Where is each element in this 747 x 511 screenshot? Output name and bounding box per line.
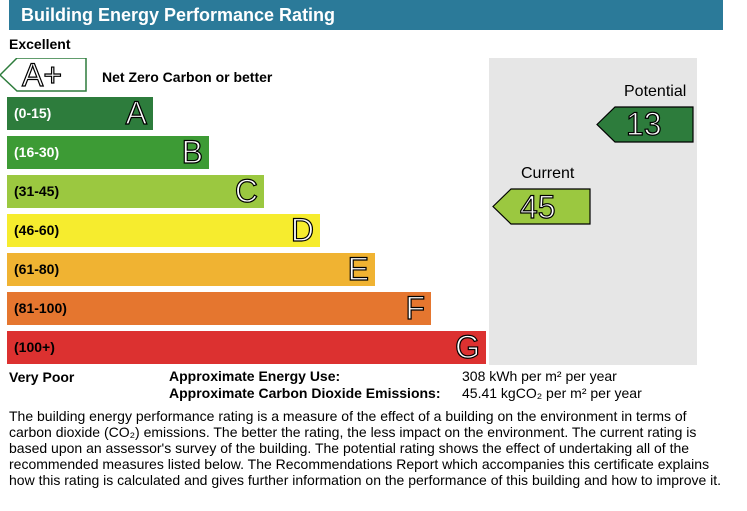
band-f-letter: F — [405, 290, 426, 326]
very-poor-label: Very Poor — [9, 369, 75, 385]
band-e-letter: E — [347, 251, 370, 287]
potential-label: Potential — [624, 83, 687, 100]
co2-label: Approximate Carbon Dioxide Emissions: — [169, 385, 441, 401]
band-c: (31-45) C — [7, 173, 264, 209]
aplus-band — [0, 58, 87, 92]
co2-value: 45.41 kgCO₂ per m² per year — [462, 385, 642, 401]
band-e: (61-80) E — [7, 251, 375, 287]
description-paragraph: The building energy performance rating i… — [9, 408, 722, 489]
band-d: (46-60) D — [7, 212, 320, 248]
energy-use-label: Approximate Energy Use: — [169, 368, 341, 384]
band-f-range: (81-100) — [14, 300, 67, 316]
excellent-label: Excellent — [9, 36, 71, 52]
potential-arrow — [596, 106, 694, 143]
current-value: 45 — [519, 189, 556, 225]
potential-value: 13 — [625, 106, 662, 142]
page-title: Building Energy Performance Rating — [21, 5, 336, 25]
band-g-letter: G — [455, 329, 481, 365]
band-f: (81-100) F — [7, 290, 431, 326]
band-b: (16-30) B — [7, 134, 209, 170]
band-e-range: (61-80) — [14, 261, 60, 277]
band-c-letter: C — [234, 173, 258, 209]
energy-use-value: 308 kWh per m² per year — [462, 368, 617, 384]
band-a: (0-15) A — [7, 95, 153, 131]
aplus-letter: A+ — [21, 57, 63, 93]
band-g-range: (100+) — [14, 339, 55, 355]
current-arrow — [492, 188, 591, 225]
header-bar: Building Energy Performance Rating — [9, 0, 723, 30]
band-g: (100+) G — [7, 329, 486, 365]
band-d-letter: D — [290, 212, 314, 248]
band-c-range: (31-45) — [14, 183, 60, 199]
band-a-letter: A — [125, 95, 148, 131]
aplus-description: Net Zero Carbon or better — [102, 69, 273, 85]
band-a-range: (0-15) — [14, 105, 52, 121]
band-b-range: (16-30) — [14, 144, 60, 160]
current-label: Current — [521, 165, 575, 182]
band-b-letter: B — [181, 134, 204, 170]
band-d-range: (46-60) — [14, 222, 60, 238]
